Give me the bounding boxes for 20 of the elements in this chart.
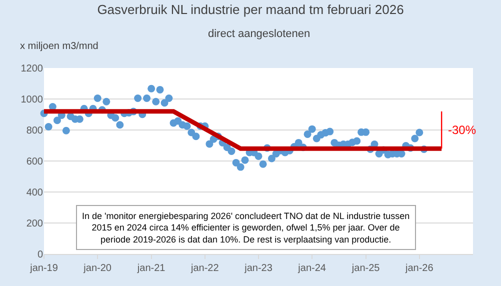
y-tick-label: 200 — [26, 218, 44, 230]
chart-title: Gasverbruik NL industrie per maand tm februari 2026 — [97, 2, 404, 18]
chart-subtitle: direct aangeslotenen — [208, 28, 310, 40]
y-axis-title: x miljoen m3/mnd — [20, 41, 98, 52]
x-tick-label: jan-25 — [350, 263, 380, 274]
y-tick-label: 0 — [37, 250, 44, 260]
annotation: In de 'monitor energiebesparing 2026' concludeert TNO dat de NL industrie tussen 2015 en 2024 circa 14% efficienter is geworden, ofwel 1,5% per jaar. Over de periode 2019-2026 is dat dan 10%. De rest is verplaatsing van productie. — [82, 211, 410, 244]
x-tick-label: jan-22 — [190, 263, 220, 274]
x-tick-label: jan-23 — [244, 263, 273, 274]
y-tick-label: 400 — [26, 188, 44, 198]
y-tick-label: 600 — [26, 156, 44, 168]
y-tick-label: 800 — [26, 126, 44, 136]
x-tick-label: jan-20 — [82, 263, 112, 274]
x-tick-label: jan-19 — [29, 263, 58, 274]
x-tick-label: jan-26 — [404, 263, 434, 274]
x-tick-label: jan-24 — [297, 263, 326, 274]
x-tick-label: jan-21 — [136, 263, 166, 274]
y-tick-label: 1200 — [20, 64, 44, 74]
annotation: -30% — [448, 123, 476, 137]
y-tick-label: 1000 — [20, 94, 44, 106]
